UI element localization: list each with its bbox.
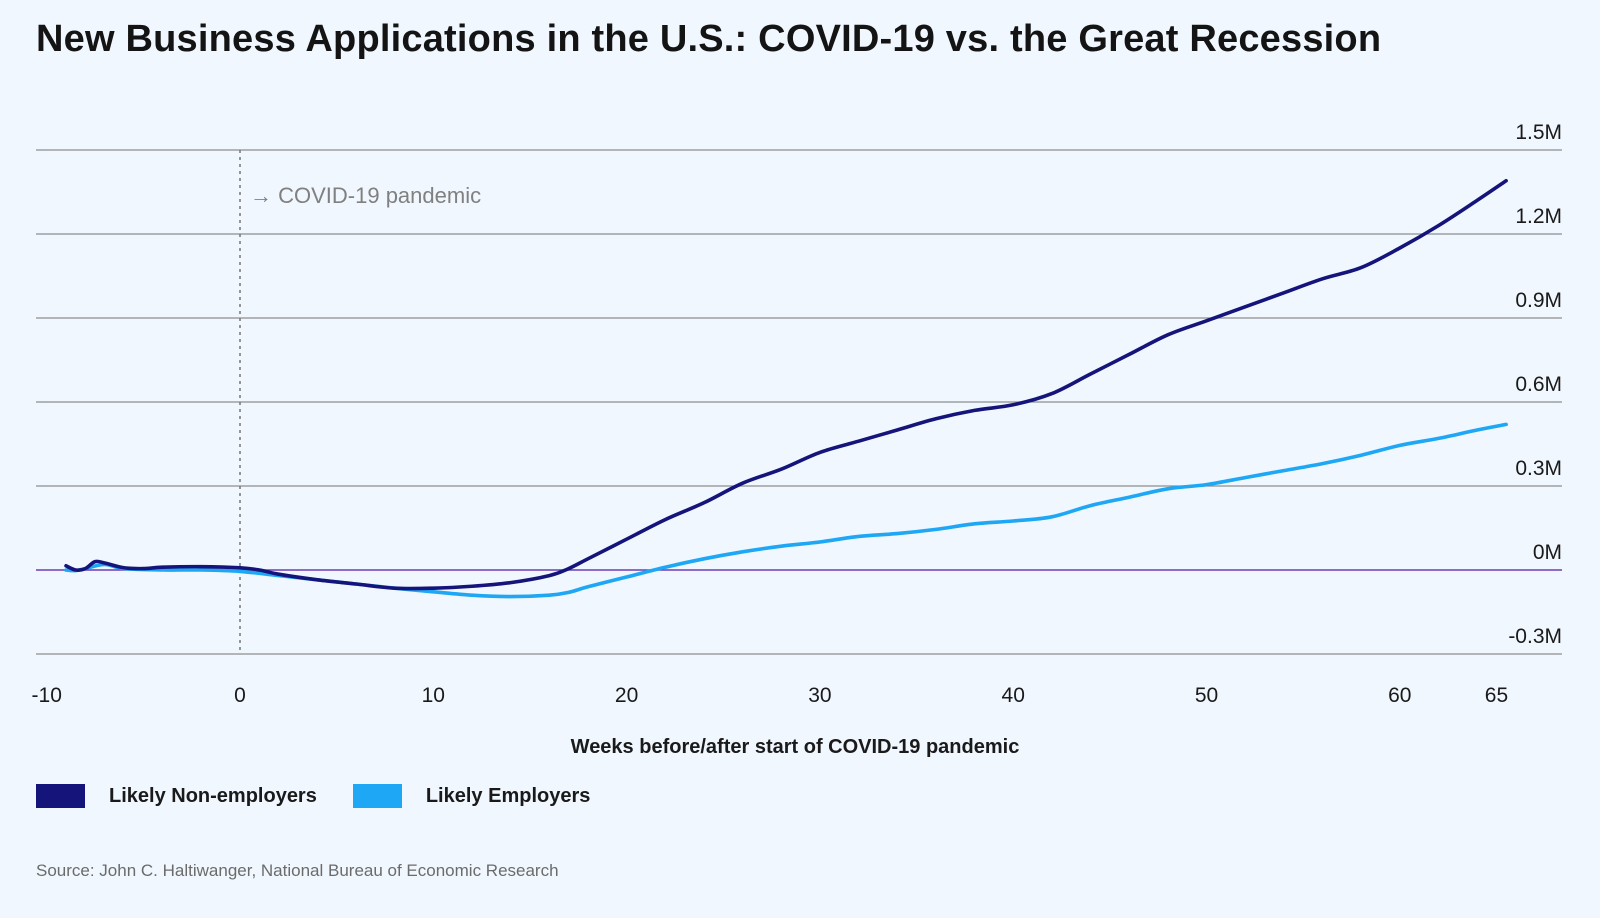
legend-item-employers: Likely Employers [352,784,591,808]
x-tick-label: 30 [808,684,831,707]
legend-swatch-non-employers [36,784,85,808]
y-tick-label: -0.3M [1508,625,1562,648]
x-axis-label: Weeks before/after start of COVID-19 pan… [571,736,1020,758]
series-lines [64,179,1508,599]
x-tick-label: 50 [1195,684,1218,707]
series-line-non-employers [64,179,1508,591]
x-tick-label: 40 [1002,684,1025,707]
legend-swatch-employers [352,784,402,808]
x-tick-label: 0 [234,684,246,707]
x-tick-label: 20 [615,684,638,707]
y-tick-label: 0M [1533,541,1562,564]
legend-label-employers: Likely Employers [425,784,591,807]
legend: Likely Non-employers Likely Employers [36,784,626,808]
pandemic-annotation-label: → COVID-19 pandemic [250,183,481,208]
y-tick-label: 0.9M [1515,289,1562,312]
y-tick-label: 0.6M [1515,373,1562,396]
legend-label-non-employers: Likely Non-employers [109,784,317,807]
source-note: Source: John C. Haltiwanger, National Bu… [36,861,559,880]
x-tick-label: 10 [422,684,445,707]
series-line-employers [64,422,1508,599]
y-tick-label: 1.5M [1515,121,1562,144]
x-tick-label: 65 [1485,684,1508,707]
y-tick-label: 0.3M [1515,457,1562,480]
y-tick-label: 1.2M [1515,205,1562,228]
x-tick-label: -10 [32,684,62,707]
x-axis-ticks: -10 0 10 20 30 40 50 60 65 [32,684,1509,707]
y-axis-ticks: 1.5M 1.2M 0.9M 0.6M 0.3M 0M -0.3M [1508,121,1562,648]
chart-title: New Business Applications in the U.S.: C… [36,18,1382,60]
legend-item-non-employers: Likely Non-employers [36,784,317,808]
grid-lines [36,149,1562,655]
x-tick-label: 60 [1388,684,1411,707]
pandemic-annotation: → COVID-19 pandemic [239,150,481,654]
